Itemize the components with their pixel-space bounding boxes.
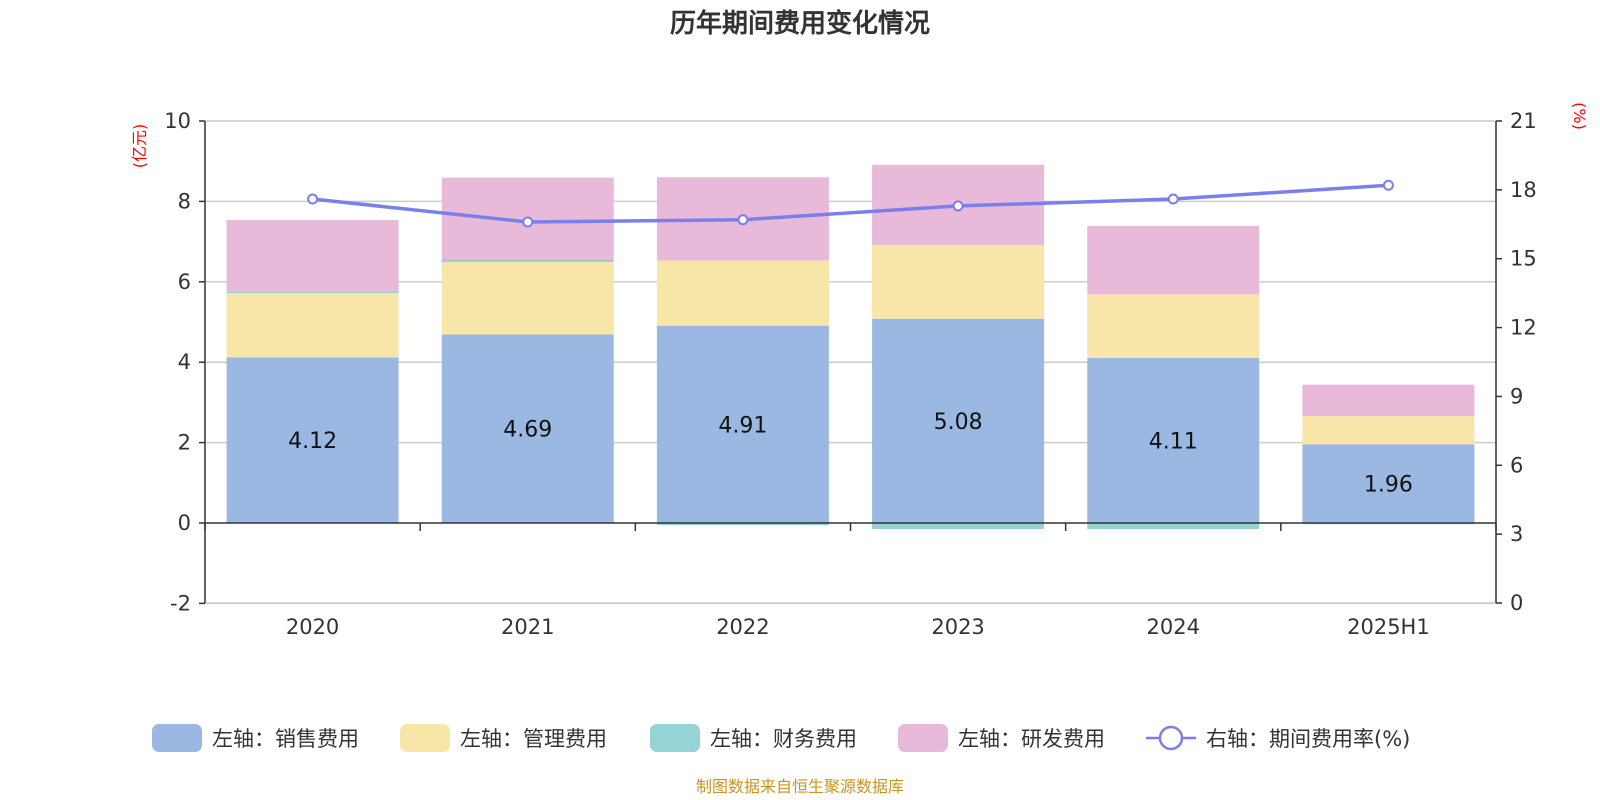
legend: 左轴：销售费用 左轴：管理费用 左轴：财务费用 左轴：研发费用 右轴：期间费用率(%)	[152, 724, 1410, 752]
category-label: 2021	[501, 615, 554, 639]
left-tick-label: 0	[178, 511, 191, 535]
legend-label: 左轴：销售费用	[212, 727, 359, 751]
grid	[205, 120, 1496, 605]
bar-segment	[226, 293, 399, 358]
sales-data-label: 4.69	[503, 418, 552, 443]
sales-data-label: 4.11	[1149, 429, 1198, 454]
legend-swatch	[152, 724, 202, 752]
bar-segment	[656, 523, 829, 526]
bar-segment	[656, 260, 829, 326]
left-tick-label: 4	[178, 350, 191, 374]
bar-segment	[1087, 357, 1260, 523]
data-labels: 4.12 4.69 4.91 5.08 4.11 1.96	[288, 410, 1413, 498]
right-axis-unit: (%)	[1570, 102, 1589, 130]
rate-point	[522, 216, 534, 228]
bar-segment	[226, 357, 399, 523]
rate-point	[737, 214, 749, 226]
sales-data-label: 5.08	[934, 410, 983, 435]
left-tick-label: 6	[178, 270, 191, 294]
sales-data-label: 1.96	[1364, 473, 1413, 498]
bar-segment	[1087, 294, 1260, 358]
bar-segment	[872, 523, 1045, 530]
right-tick-label: 21	[1510, 109, 1537, 133]
left-tick-label: -2	[170, 591, 191, 615]
right-tick-label: 6	[1510, 453, 1523, 477]
bars	[226, 164, 1475, 530]
bar-segment	[1302, 384, 1475, 417]
right-tick-label: 15	[1510, 247, 1537, 271]
right-tick-label: 0	[1510, 591, 1523, 615]
category-label: 2024	[1147, 615, 1200, 639]
legend-label: 左轴：管理费用	[460, 727, 607, 751]
bar-segment	[226, 219, 399, 292]
legend-label: 左轴：研发费用	[958, 727, 1105, 751]
rate-line	[307, 179, 1394, 228]
legend-label: 左轴：财务费用	[710, 727, 857, 751]
bar-segment	[226, 291, 399, 294]
bar-segment	[872, 318, 1045, 523]
category-label: 2023	[931, 615, 984, 639]
rate-point	[1167, 193, 1179, 205]
sales-data-label: 4.91	[718, 413, 767, 438]
left-axis-unit: (亿元)	[130, 124, 149, 169]
bar-segment	[872, 244, 1045, 319]
legend-swatch	[400, 724, 450, 752]
legend-swatch	[898, 724, 948, 752]
rate-line-path	[312, 183, 1389, 224]
legend-label: 右轴：期间费用率(%)	[1206, 727, 1410, 751]
category-label: 2025H1	[1347, 615, 1430, 639]
rate-point	[307, 193, 319, 205]
sales-data-label: 4.12	[288, 429, 337, 454]
bar-segment	[1302, 416, 1475, 445]
bar-segment	[441, 262, 614, 335]
left-tick-label: 10	[164, 109, 191, 133]
bar-segment	[441, 334, 614, 523]
category-label: 2020	[286, 615, 339, 639]
source-note: 制图数据来自恒生聚源数据库	[696, 777, 904, 796]
bar-segment	[1087, 523, 1260, 530]
bar-segment	[1302, 444, 1475, 523]
bar-segment	[441, 258, 614, 263]
right-tick-label: 18	[1510, 178, 1537, 202]
axes: -2 0 2 4 6 8 10 0 3 6 9 12 15 18 21 2020 2021 2022 2023 202…	[164, 109, 1536, 639]
right-tick-label: 12	[1510, 316, 1537, 340]
category-label: 2022	[716, 615, 769, 639]
left-tick-label: 2	[178, 431, 191, 455]
bar-segment	[656, 325, 829, 523]
left-tick-label: 8	[178, 189, 191, 213]
rate-point	[1382, 179, 1394, 191]
rate-point	[952, 200, 964, 212]
legend-swatch	[650, 724, 700, 752]
right-tick-label: 3	[1510, 522, 1523, 546]
bar-segment	[1087, 225, 1260, 295]
legend-marker	[1158, 725, 1184, 751]
right-tick-label: 9	[1510, 384, 1523, 408]
chart-title: 历年期间费用变化情况	[670, 8, 930, 39]
